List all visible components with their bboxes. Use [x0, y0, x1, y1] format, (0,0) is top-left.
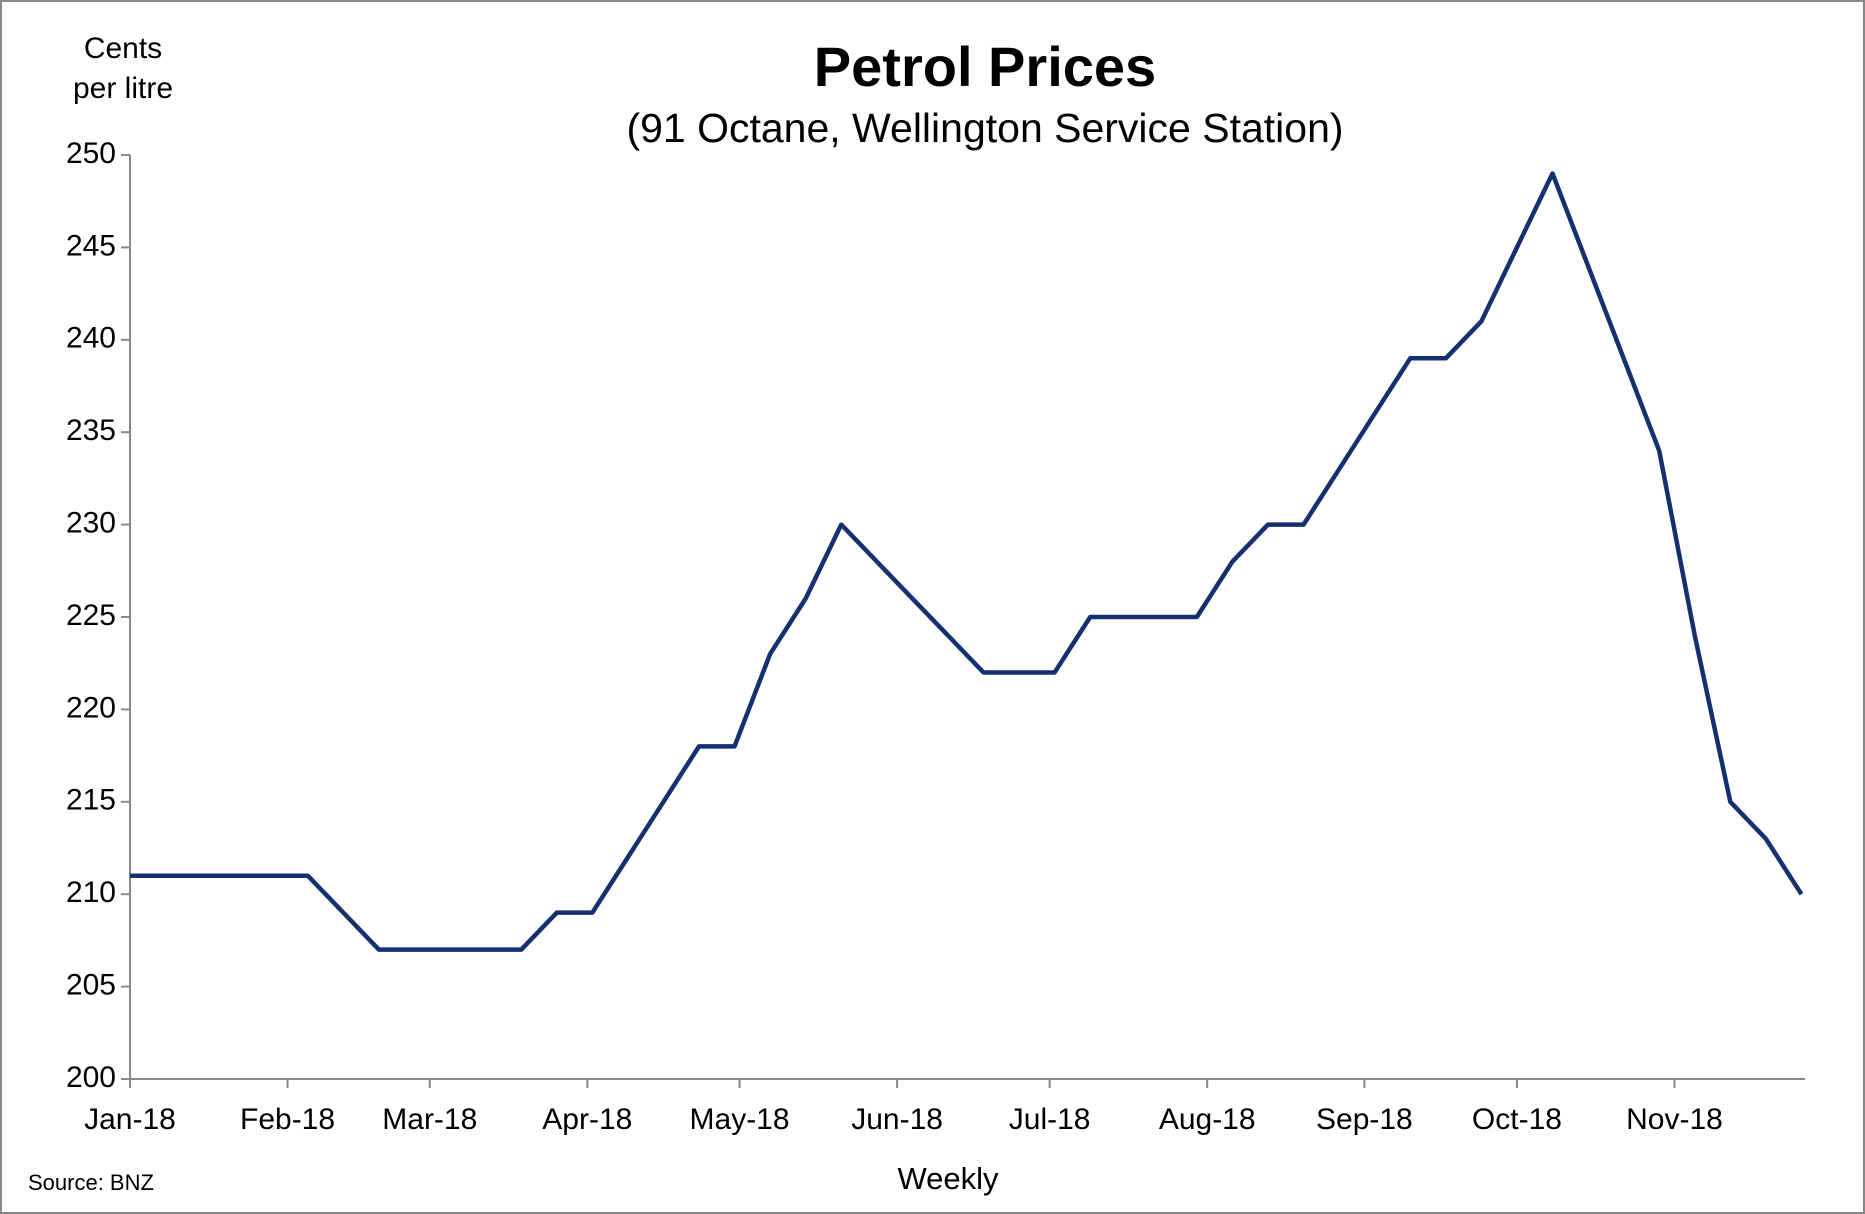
- chart-subtitle: (91 Octane, Wellington Service Station): [626, 105, 1343, 151]
- y-axis-label: per litre: [73, 72, 173, 105]
- y-tick-label: 200: [66, 1061, 116, 1094]
- x-tick-label: Jan-18: [84, 1103, 176, 1136]
- y-tick-label: 215: [66, 784, 116, 817]
- y-tick-label: 225: [66, 599, 116, 632]
- y-tick-label: 245: [66, 229, 116, 262]
- x-tick-label: May-18: [690, 1103, 790, 1136]
- x-tick-label: Jul-18: [1009, 1103, 1091, 1136]
- y-tick-label: 210: [66, 876, 116, 909]
- x-tick-label: Sep-18: [1316, 1103, 1413, 1136]
- y-tick-label: 205: [66, 969, 116, 1002]
- x-tick-label: Oct-18: [1472, 1103, 1562, 1136]
- y-tick-label: 220: [66, 691, 116, 724]
- y-tick-label: 240: [66, 322, 116, 355]
- chart-title: Petrol Prices: [814, 35, 1156, 98]
- x-tick-label: Feb-18: [240, 1103, 335, 1136]
- x-tick-label: Aug-18: [1159, 1103, 1256, 1136]
- data-line: [130, 171, 1804, 952]
- x-tick-label: Mar-18: [382, 1103, 477, 1136]
- x-tick-label: Jun-18: [851, 1103, 943, 1136]
- x-tick-label: Apr-18: [542, 1103, 632, 1136]
- x-tick-label: Nov-18: [1626, 1103, 1723, 1136]
- y-tick-label: 235: [66, 414, 116, 447]
- y-tick-label: 250: [66, 137, 116, 170]
- y-tick-label: 230: [66, 507, 116, 540]
- y-axis-label: Cents: [84, 32, 162, 65]
- source-note: Source: BNZ: [28, 1170, 154, 1195]
- x-axis-label: Weekly: [897, 1161, 999, 1196]
